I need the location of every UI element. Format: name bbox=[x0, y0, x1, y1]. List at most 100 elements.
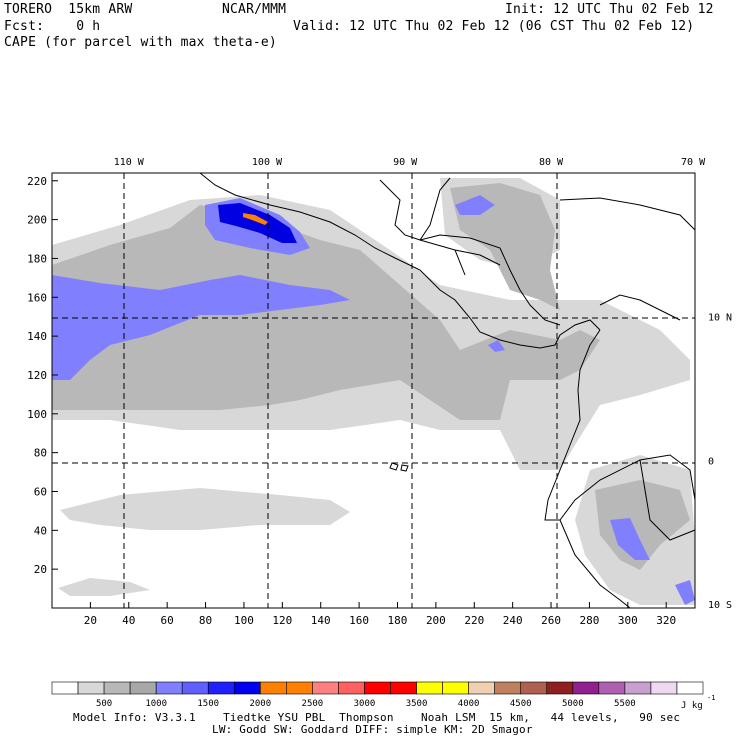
border-sa-1 bbox=[639, 459, 696, 541]
colorbar-label: 1500 bbox=[197, 699, 219, 709]
x-tick-label: 220 bbox=[464, 614, 484, 627]
colorbar-swatch bbox=[312, 681, 339, 695]
x-tick-label: 120 bbox=[272, 614, 292, 627]
x-tick-label: 180 bbox=[388, 614, 408, 627]
x-tick-label: 140 bbox=[311, 614, 331, 627]
model-name: TORERO 15km ARW bbox=[4, 2, 133, 17]
colorbar-swatch bbox=[207, 681, 235, 695]
coastlines bbox=[199, 172, 696, 609]
y-grid-ticks: 20 40 60 80 100 120 140 160 180 200 220 bbox=[27, 175, 58, 576]
cape-blue-sa2 bbox=[675, 580, 695, 605]
x-tick-label: 240 bbox=[503, 614, 523, 627]
field-title: CAPE (for parcel with max theta-e) bbox=[4, 35, 277, 50]
colorbar-label: 1000 bbox=[145, 699, 167, 709]
coastline-gulf bbox=[419, 234, 561, 326]
coastline-mexico-central-america bbox=[199, 172, 601, 349]
latitude-label: 0 bbox=[708, 456, 714, 467]
x-tick-label: 260 bbox=[541, 614, 561, 627]
colorbar-swatch bbox=[676, 681, 704, 695]
galapagos bbox=[389, 462, 409, 472]
latlon-grid bbox=[52, 173, 695, 608]
y-tick-label: 20 bbox=[34, 563, 47, 576]
colorbar-label: 4000 bbox=[458, 699, 480, 709]
x-tick-label: 160 bbox=[349, 614, 369, 627]
longitude-label: 70 W bbox=[681, 157, 706, 168]
latitude-labels: 10 N 0 10 S bbox=[708, 313, 732, 611]
colorbar: 500 1000 1500 2000 2500 3000 3500 4000 4500 5000 5… bbox=[51, 681, 715, 711]
coastline-south-america bbox=[544, 329, 696, 521]
colorbar-swatch bbox=[520, 681, 548, 695]
cape-blue-north2 bbox=[455, 195, 495, 215]
colorbar-label: 5000 bbox=[562, 699, 584, 709]
colorbar-label: 2500 bbox=[302, 699, 324, 709]
colorbar-label: 3000 bbox=[354, 699, 376, 709]
longitude-labels: 110 W 100 W 90 W 80 W 70 W bbox=[114, 157, 706, 168]
x-tick-label: 40 bbox=[122, 614, 135, 627]
colorbar-swatch bbox=[390, 681, 417, 695]
map-plot-area: 20 40 60 80 100 120 140 160 180 200 220 240 260 280 30… bbox=[27, 157, 732, 627]
y-tick-label: 100 bbox=[27, 408, 47, 421]
colorbar-label: 4500 bbox=[510, 699, 532, 709]
cape-deep-blue-core bbox=[218, 203, 297, 243]
colorbar-label: 2000 bbox=[249, 699, 271, 709]
coastline-caribbean bbox=[559, 197, 696, 231]
colorbar-swatch bbox=[51, 681, 79, 695]
footer-physics: LW: Godd SW: Goddard DIFF: simple KM: 2D… bbox=[212, 723, 533, 736]
x-tick-label: 280 bbox=[579, 614, 599, 627]
colorbar-swatch bbox=[233, 681, 261, 695]
colorbar-units-exponent: -1 bbox=[707, 694, 715, 702]
y-tick-label: 80 bbox=[34, 447, 47, 460]
cape-blue-band bbox=[52, 275, 350, 380]
colorbar-swatch bbox=[155, 681, 183, 695]
x-grid-ticks: 20 40 60 80 100 120 140 160 180 200 220 240 260 280 30… bbox=[84, 602, 676, 627]
longitude-label: 80 W bbox=[539, 157, 564, 168]
organization: NCAR/MMM bbox=[222, 2, 287, 17]
coastline-island bbox=[599, 294, 681, 321]
x-tick-label: 200 bbox=[426, 614, 446, 627]
colorbar-swatch bbox=[494, 681, 522, 695]
colorbar-label: 3500 bbox=[406, 699, 428, 709]
colorbar-swatch bbox=[442, 681, 469, 695]
y-tick-label: 40 bbox=[34, 524, 47, 537]
longitude-label: 100 W bbox=[252, 157, 283, 168]
valid-time: Valid: 12 UTC Thu 02 Feb 12 (06 CST Thu … bbox=[293, 19, 695, 34]
colorbar-swatch bbox=[338, 681, 365, 695]
colorbar-units: J kg bbox=[681, 701, 703, 711]
colorbar-swatch bbox=[546, 681, 574, 695]
longitude-label: 90 W bbox=[393, 157, 418, 168]
colorbar-swatch bbox=[260, 681, 287, 695]
border-central-america bbox=[419, 239, 501, 276]
cape-light-low bbox=[58, 578, 150, 596]
cape-orange-max bbox=[243, 213, 268, 225]
colorbar-swatch bbox=[364, 681, 391, 695]
y-tick-label: 60 bbox=[34, 485, 47, 498]
longitude-label: 110 W bbox=[114, 157, 145, 168]
y-tick-label: 120 bbox=[27, 369, 47, 382]
latitude-label: 10 S bbox=[708, 600, 732, 611]
x-tick-label: 320 bbox=[656, 614, 676, 627]
cape-blue-sa bbox=[610, 518, 650, 560]
colorbar-swatch bbox=[416, 681, 443, 695]
colorbar-label: 500 bbox=[96, 699, 112, 709]
x-tick-label: 100 bbox=[234, 614, 254, 627]
y-tick-label: 160 bbox=[27, 291, 47, 304]
y-tick-label: 200 bbox=[27, 214, 47, 227]
colorbar-swatch bbox=[598, 681, 626, 695]
plot-frame bbox=[51, 172, 696, 609]
colorbar-swatch bbox=[624, 681, 652, 695]
cape-light-south bbox=[60, 488, 350, 530]
colorbar-swatch bbox=[468, 681, 495, 695]
x-tick-label: 60 bbox=[161, 614, 174, 627]
x-tick-label: 300 bbox=[618, 614, 638, 627]
y-tick-label: 220 bbox=[27, 175, 47, 188]
y-tick-label: 180 bbox=[27, 252, 47, 265]
colorbar-swatch bbox=[181, 681, 209, 695]
cape-medium-band bbox=[52, 205, 600, 420]
colorbar-swatch bbox=[650, 681, 678, 695]
colorbar-swatch bbox=[572, 681, 600, 695]
init-time: Init: 12 UTC Thu 02 Feb 12 bbox=[505, 2, 714, 17]
cape-shading bbox=[52, 178, 695, 605]
colorbar-swatch bbox=[103, 681, 131, 695]
x-tick-label: 20 bbox=[84, 614, 97, 627]
cape-medium-sa bbox=[595, 480, 690, 570]
